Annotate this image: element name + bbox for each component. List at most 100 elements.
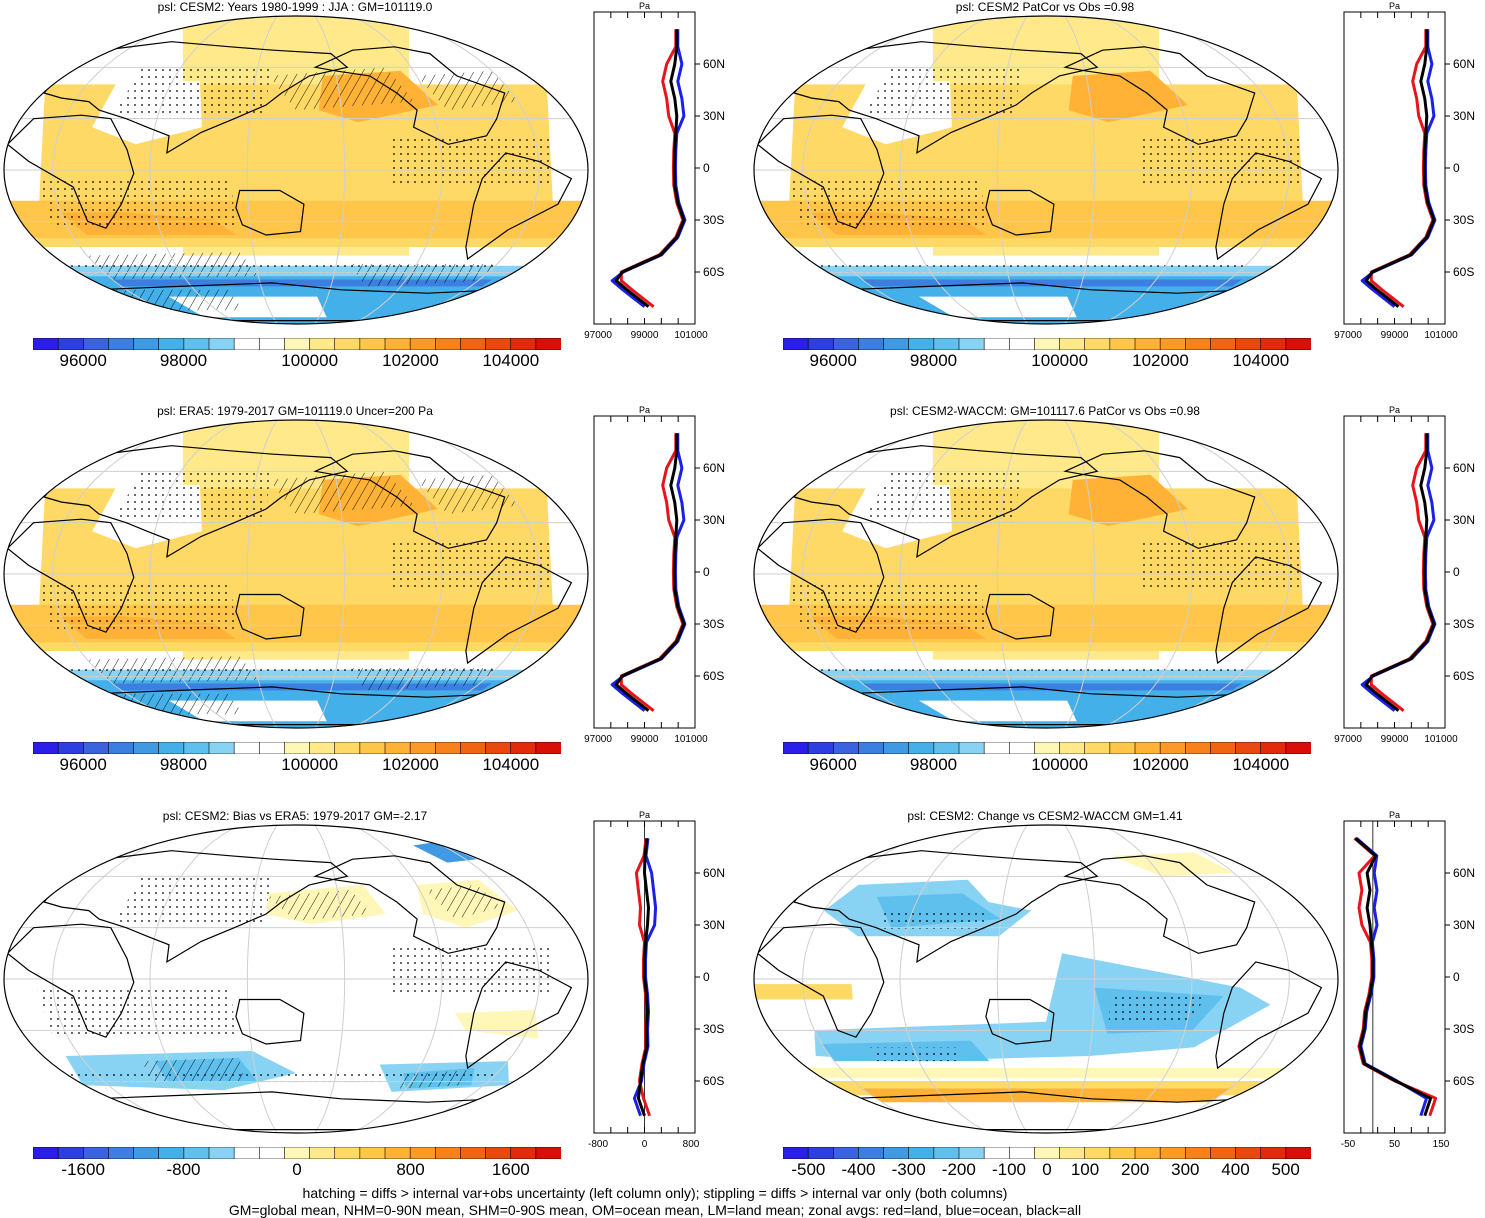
zonal-line-all	[1354, 837, 1433, 1117]
stippling	[36, 987, 236, 1039]
graticule-line	[246, 16, 278, 324]
zonal-plot-2: Pa 60N 30N 0 30S 60S 97000 99000 101000	[1334, 1, 1475, 338]
coastline	[313, 855, 506, 954]
stippling	[36, 178, 236, 230]
coastline	[92, 1091, 500, 1131]
colorbar-swatch	[359, 1147, 386, 1159]
colorbar-swatch	[133, 338, 160, 350]
colorbar-swatch	[1235, 742, 1262, 754]
colorbar-ticks-2: 96000 98000 100000 102000 104000	[783, 351, 1311, 371]
zonal-ytick-label: 30S	[1453, 213, 1474, 227]
map-fields	[4, 825, 588, 1133]
contour-region	[862, 1088, 1230, 1103]
colorbar-swatch	[908, 742, 935, 754]
stippling	[36, 582, 236, 634]
colorbar-swatch	[233, 1147, 261, 1159]
coastline	[985, 189, 1055, 236]
zonal-xtick-label: 101000	[674, 330, 708, 338]
zonal-ytick-label: 30N	[1453, 109, 1475, 123]
coastline	[43, 41, 349, 155]
coastline	[1063, 450, 1256, 549]
colorbar-tick-label: -800	[166, 1160, 201, 1179]
graticule-line	[996, 825, 1028, 1133]
contour-region	[798, 1068, 1294, 1079]
zonal-ytick-label: 60N	[703, 57, 725, 71]
coastline	[793, 850, 1099, 964]
colorbar-swatch	[309, 1147, 336, 1159]
zonal-unit-label: Pa	[1389, 1, 1400, 11]
colorbar-tick-label: 500	[1271, 1160, 1300, 1179]
colorbar-swatch	[460, 1147, 487, 1159]
colorbar-swatch	[33, 338, 59, 350]
coastline	[756, 923, 885, 1038]
colorbar-tick-label: -1600	[61, 1160, 105, 1179]
coastline	[465, 556, 573, 665]
colorbar-swatch	[908, 1147, 935, 1159]
colorbar-swatch	[983, 338, 1011, 350]
graticule-line	[802, 420, 952, 728]
graticule-line	[899, 825, 990, 1133]
colorbar-swatch	[108, 1147, 135, 1159]
map-border	[753, 419, 1339, 729]
colorbar-swatch	[384, 1147, 411, 1159]
coastline	[1063, 855, 1256, 954]
colorbar-tick-label: -200	[941, 1160, 976, 1179]
graticule-line	[1064, 825, 1096, 1133]
colorbar-swatch	[883, 1147, 910, 1159]
map-fields	[754, 825, 1338, 1133]
stippling	[391, 539, 555, 592]
stippling	[868, 1047, 962, 1062]
colorbar-swatch	[133, 742, 160, 754]
colorbar-tick-label: 400	[1221, 1160, 1250, 1179]
coastline	[235, 189, 305, 236]
colorbar-swatch	[1210, 1147, 1237, 1159]
colorbar-swatch	[158, 1147, 185, 1159]
colorbar-swatch	[1285, 1147, 1311, 1159]
zonal-ytick-label: 30S	[703, 213, 724, 227]
colorbar-swatch	[1008, 1147, 1036, 1159]
colorbar-swatch	[208, 742, 235, 754]
colorbar-tick-label: -100	[991, 1160, 1026, 1179]
colorbar-tick-label: 102000	[382, 755, 439, 774]
colorbar-swatch	[983, 1147, 1011, 1159]
zonal-ytick-label: 30S	[1453, 617, 1474, 631]
graticule-line	[352, 825, 443, 1133]
colorbar-swatch	[858, 742, 885, 754]
colorbar-swatch	[33, 742, 59, 754]
zonal-unit-label: Pa	[1389, 810, 1400, 820]
colorbar-swatch	[82, 1147, 110, 1159]
colorbar-swatch	[33, 1147, 59, 1159]
colorbar-swatch	[883, 742, 910, 754]
colorbar-tick-label: 102000	[1132, 351, 1189, 370]
colorbar-swatch	[1034, 338, 1061, 350]
colorbar-tick-label: 96000	[59, 755, 107, 774]
colorbar-swatch	[983, 742, 1011, 754]
stippling	[786, 582, 986, 634]
map-border	[3, 419, 589, 729]
colorbar-swatch	[334, 1147, 361, 1159]
colorbar-swatch	[57, 742, 85, 754]
map-border	[753, 15, 1339, 325]
colorbar-swatch	[57, 1147, 85, 1159]
colorbar-ticks-4: 96000 98000 100000 102000 104000	[783, 755, 1311, 775]
colorbar-ticks-5: -1600 -800 0 800 1600	[33, 1160, 561, 1180]
hatching	[103, 693, 244, 715]
zonal-line-all	[1364, 29, 1436, 308]
map-border	[753, 824, 1339, 1134]
zonal-ytick-label: 30N	[703, 513, 725, 527]
colorbar-swatch	[783, 742, 809, 754]
zonal-ytick-label: 60S	[703, 265, 724, 279]
colorbar-swatch	[958, 1147, 985, 1159]
coastline	[756, 114, 885, 229]
map-fields	[4, 420, 588, 728]
stippling	[110, 471, 271, 523]
contour-region	[814, 953, 1271, 1062]
contour-region	[919, 296, 1077, 318]
zonal-frame	[1343, 820, 1446, 1134]
colorbar-swatch	[832, 338, 860, 350]
colorbar-swatch	[460, 338, 487, 350]
hatching	[349, 264, 497, 287]
colorbar-tick-label: 100000	[1031, 351, 1089, 370]
colorbar-tick-label: 98000	[159, 755, 208, 774]
zonal-ytick-label: 30N	[1453, 918, 1475, 932]
